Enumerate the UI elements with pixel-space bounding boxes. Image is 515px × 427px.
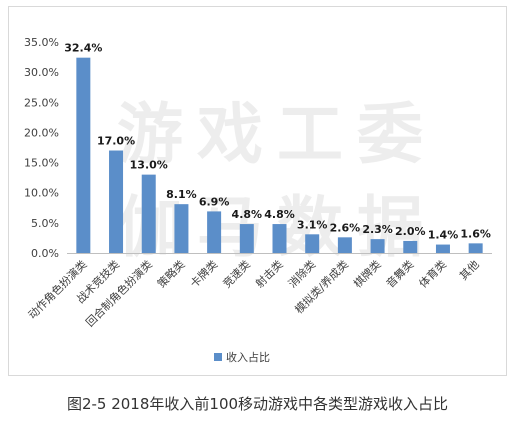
data-label: 17.0% <box>97 135 135 148</box>
bars <box>76 57 483 253</box>
bar <box>207 211 222 253</box>
bar <box>141 174 156 253</box>
y-tick-label: 10.0% <box>24 187 59 200</box>
y-tick-label: 0.0% <box>31 247 59 260</box>
data-label: 2.3% <box>362 223 393 236</box>
data-label: 32.4% <box>64 42 102 55</box>
data-label: 2.0% <box>395 225 426 238</box>
y-tick-label: 5.0% <box>31 217 59 230</box>
bar <box>272 224 287 253</box>
bar <box>435 244 450 253</box>
y-tick-label: 15.0% <box>24 157 59 170</box>
category-label: 其他 <box>457 258 482 283</box>
bar <box>337 237 352 253</box>
data-label: 2.6% <box>330 221 361 234</box>
category-label: 动作角色扮演类 <box>25 257 89 321</box>
watermark-line-1: 游戏工委 <box>117 96 437 173</box>
legend: 收入占比 <box>214 350 270 364</box>
data-label: 4.8% <box>232 208 263 221</box>
y-tick-label: 30.0% <box>24 66 59 79</box>
figure-caption: 图2-5 2018年收入前100移动游戏中各类型游戏收入占比 <box>66 395 449 413</box>
data-label: 3.1% <box>297 218 328 231</box>
data-labels: 32.4%17.0%13.0%8.1%6.9%4.8% 4.8%3.1% 2.6% 2… <box>64 42 491 242</box>
bar <box>76 57 91 253</box>
chart-frame: 游戏工委伽马数据 0.0% 5.0% 10.0% 15.0% 20.0% 25.0% 30.… <box>8 6 507 376</box>
bar <box>370 239 385 253</box>
data-label: 4.8% <box>264 208 295 221</box>
data-label: 1.6% <box>460 227 491 240</box>
legend-swatch <box>214 353 222 361</box>
y-axis: 0.0% 5.0% 10.0% 15.0% 20.0% 25.0% 30.0% 35.0% <box>24 36 492 260</box>
data-label: 6.9% <box>199 195 230 208</box>
bar-chart: 游戏工委伽马数据 0.0% 5.0% 10.0% 15.0% 20.0% 25.0% 30.… <box>24 36 492 364</box>
data-label: 1.4% <box>428 229 459 242</box>
data-label: 13.0% <box>130 159 168 172</box>
y-tick-label: 25.0% <box>24 96 59 109</box>
bar <box>174 204 189 253</box>
legend-label: 收入占比 <box>226 350 270 364</box>
bar <box>468 243 483 253</box>
y-tick-label: 35.0% <box>24 36 59 49</box>
bar <box>109 150 124 253</box>
y-tick-label: 20.0% <box>24 126 59 139</box>
bar <box>403 240 418 253</box>
bar <box>239 224 254 253</box>
data-label: 8.1% <box>166 188 197 201</box>
watermark: 游戏工委伽马数据 <box>117 96 437 266</box>
bar <box>305 234 320 253</box>
